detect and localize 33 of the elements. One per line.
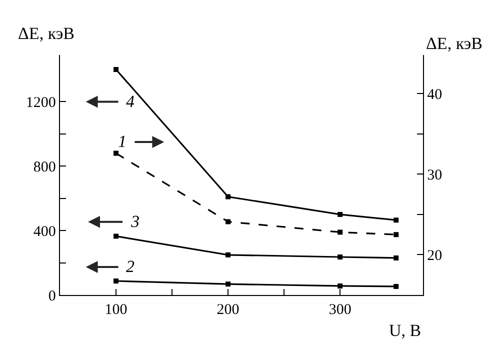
point [226, 282, 231, 287]
point [338, 283, 343, 288]
y-tick-label: 1200 [26, 94, 56, 111]
point [394, 255, 399, 260]
point [114, 234, 119, 239]
x-axis-title: U, В [389, 321, 422, 340]
point [226, 194, 231, 200]
x-tick-label: 200 [216, 302, 240, 318]
y-axis-title: ΔE, кэВ [18, 24, 74, 43]
series-label: 3 [130, 212, 140, 231]
point [114, 150, 119, 156]
x-tick-label: 100 [104, 302, 128, 318]
point [394, 232, 399, 238]
y-tick-label: 800 [33, 159, 56, 176]
point [394, 218, 399, 223]
point [226, 252, 231, 258]
point [338, 212, 343, 217]
y2-tick-label: 40 [427, 86, 442, 103]
series-label: 1 [118, 132, 126, 151]
point [394, 284, 399, 289]
point [114, 67, 119, 72]
y2-tick-label: 20 [427, 248, 442, 264]
y2-axis-title: ΔE, кэВ [426, 34, 482, 53]
point [338, 254, 343, 260]
series-label: 2 [126, 257, 135, 276]
series-label: 4 [126, 92, 135, 111]
y2-tick-label: 30 [427, 167, 442, 184]
point [338, 230, 343, 235]
y-tick-label: 0 [48, 288, 56, 304]
point [114, 278, 119, 284]
y-tick-label: 400 [33, 224, 56, 240]
x-tick-label: 300 [328, 302, 352, 318]
point [226, 219, 231, 224]
